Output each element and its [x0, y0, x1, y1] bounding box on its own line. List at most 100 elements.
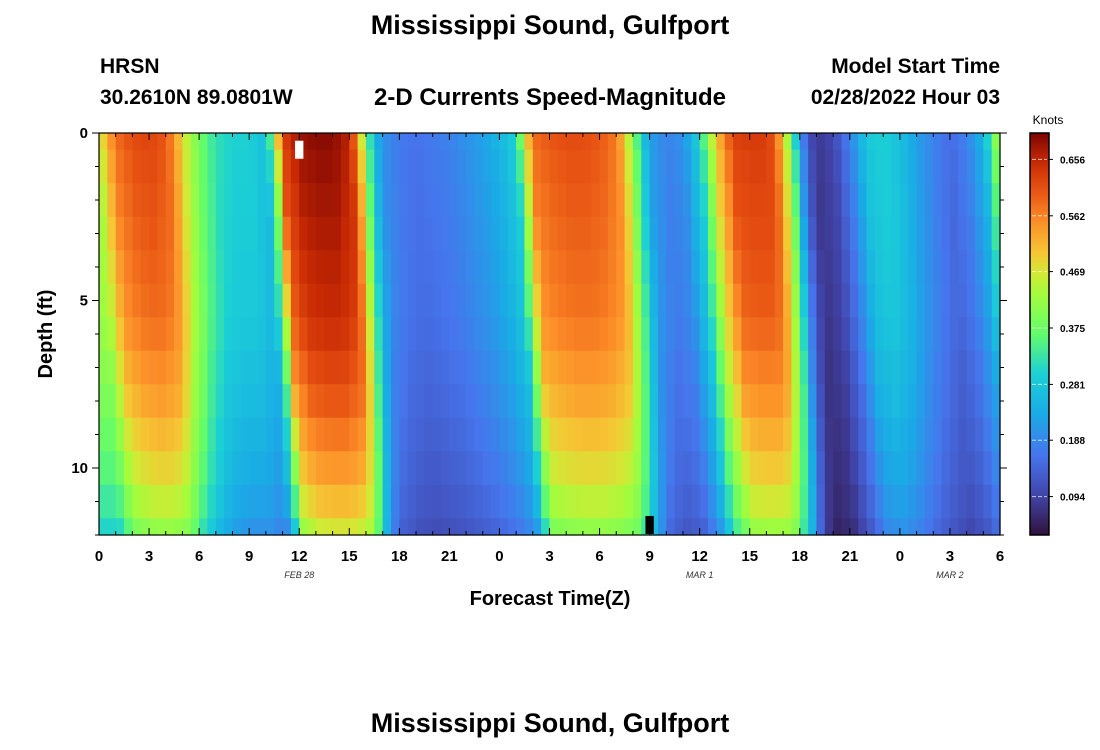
heatmap-cell	[749, 283, 759, 318]
heatmap-cell	[699, 484, 709, 519]
heatmap-cell	[357, 518, 367, 536]
heatmap-cell	[641, 149, 651, 184]
heatmap-cell	[783, 417, 793, 452]
heatmap-cell	[257, 250, 267, 285]
colorbar-tick-label: 0.656	[1060, 155, 1085, 166]
heatmap-cell	[157, 518, 167, 536]
heatmap-cell	[265, 183, 275, 218]
heatmap-cell	[332, 417, 342, 452]
heatmap-cell	[107, 283, 117, 318]
heatmap-cell	[708, 484, 717, 519]
heatmap-cell	[824, 518, 834, 536]
heatmap-cell	[365, 518, 375, 536]
heatmap-cell	[140, 518, 150, 536]
heatmap-cell	[716, 518, 726, 536]
heatmap-cell	[924, 417, 934, 452]
heatmap-cell	[474, 384, 484, 419]
heatmap-cell	[190, 283, 200, 318]
heatmap-cell	[599, 149, 609, 184]
heatmap-cell	[382, 484, 392, 519]
heatmap-cell	[574, 317, 584, 352]
heatmap-cell	[340, 216, 350, 251]
heatmap-cell	[682, 283, 692, 318]
heatmap-cell	[758, 216, 767, 251]
heatmap-cell	[607, 417, 617, 452]
heatmap-cell	[908, 133, 918, 151]
heatmap-cell	[449, 149, 459, 184]
heatmap-cell	[574, 350, 584, 385]
heatmap-cell	[124, 250, 133, 285]
heatmap-cell	[833, 518, 843, 536]
heatmap-cell	[507, 317, 517, 352]
heatmap-cell	[232, 283, 242, 318]
heatmap-cell	[324, 283, 334, 318]
heatmap-cell	[482, 518, 492, 536]
heatmap-cell	[290, 216, 300, 251]
heatmap-cell	[115, 183, 125, 218]
heatmap-cell	[874, 417, 884, 452]
heatmap-cell	[324, 149, 334, 184]
heatmap-cell	[682, 484, 692, 519]
heatmap-cell	[190, 149, 200, 184]
heatmap-cell	[991, 350, 1001, 385]
heatmap-cell	[891, 250, 901, 285]
heatmap-cell	[624, 250, 634, 285]
heatmap-cell	[282, 317, 292, 352]
heatmap-cell	[307, 183, 317, 218]
heatmap-cell	[833, 216, 843, 251]
heatmap-cell	[974, 283, 984, 318]
heatmap-cell	[432, 133, 442, 151]
heatmap-cell	[115, 384, 125, 419]
heatmap-cell	[190, 451, 200, 486]
heatmap-cell	[149, 417, 158, 452]
heatmap-cell	[240, 149, 250, 184]
heatmap-cell	[474, 518, 484, 536]
heatmap-cell	[374, 317, 384, 352]
heatmap-cell	[708, 133, 717, 151]
heatmap-cell	[824, 216, 834, 251]
heatmap-cell	[549, 283, 559, 318]
heatmap-cell	[858, 149, 868, 184]
heatmap-cell	[340, 317, 350, 352]
heatmap-cell	[632, 518, 642, 536]
heatmap-cell	[908, 417, 918, 452]
heatmap-cell	[282, 183, 292, 218]
heatmap-cell	[949, 384, 959, 419]
heatmap-cell	[582, 283, 592, 318]
heatmap-cell	[574, 183, 584, 218]
heatmap-cell	[182, 384, 192, 419]
heatmap-cell	[808, 451, 818, 486]
heatmap-cell	[207, 133, 217, 151]
heatmap-cell	[274, 183, 284, 218]
heatmap-cell	[532, 133, 542, 151]
heatmap-cell	[265, 317, 275, 352]
heatmap-cell	[374, 451, 384, 486]
heatmap-cell	[207, 384, 217, 419]
heatmap-cell	[699, 283, 709, 318]
heatmap-cell	[783, 183, 793, 218]
heatmap-cell	[165, 384, 175, 419]
heatmap-cell	[808, 149, 818, 184]
heatmap-cell	[249, 133, 259, 151]
heatmap-cell	[491, 149, 501, 184]
heatmap-cell	[866, 317, 876, 352]
heatmap-cell	[724, 384, 734, 419]
heatmap-cell	[716, 484, 726, 519]
heatmap-cell	[941, 283, 951, 318]
heatmap-cell	[616, 484, 626, 519]
heatmap-cell	[566, 183, 576, 218]
heatmap-cell	[157, 283, 167, 318]
heatmap-cell	[257, 183, 267, 218]
heatmap-cell	[332, 216, 342, 251]
heatmap-cell	[924, 350, 934, 385]
heatmap-cell	[224, 149, 234, 184]
heatmap-cell	[474, 250, 484, 285]
heatmap-cell	[708, 149, 717, 184]
heatmap-cell	[199, 518, 209, 536]
heatmap-cell	[541, 133, 551, 151]
heatmap-cell	[557, 250, 567, 285]
heatmap-cell	[474, 283, 484, 318]
heatmap-cell	[858, 216, 868, 251]
heatmap-cell	[315, 317, 325, 352]
heatmap-cell	[908, 451, 918, 486]
